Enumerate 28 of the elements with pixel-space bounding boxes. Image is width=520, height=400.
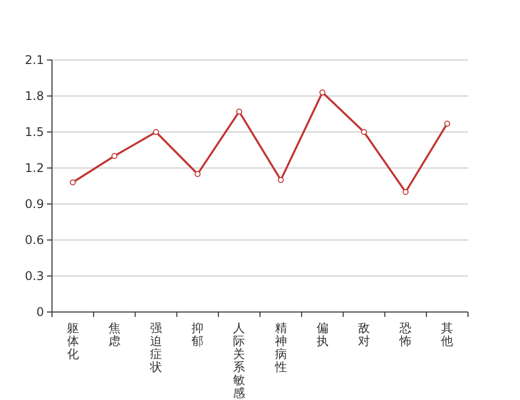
point [194,171,201,177]
point [153,129,159,135]
x-tick-label: 精神病性 [274,321,287,374]
point [278,177,284,183]
point [361,129,367,135]
y-tick-label: 0 [36,305,44,319]
point [402,189,409,195]
point [111,153,118,159]
x-tick-label: 人际关系敏感 [233,321,246,400]
y-tick-label: 1.2 [24,161,44,175]
y-tick-label: 0.6 [24,233,44,247]
point [70,179,76,186]
x-tick-label: 恐怖 [398,321,412,348]
point [319,89,326,96]
y-tick-label: 1.8 [24,89,44,103]
y-tick-label: 2.1 [24,53,44,67]
x-tick-label: 敌对 [358,321,370,348]
x-tick-label: 抑郁 [192,321,204,348]
x-tick-label: 其他 [441,321,454,348]
x-tick-label: 焦虑 [108,321,120,348]
x-tick-label: 强迫症状 [149,321,162,374]
y-tick-label: 0.3 [24,269,44,283]
y-tick-label: 0.9 [24,197,44,211]
point [236,108,242,115]
x-tick-label: 偏执 [316,321,328,348]
x-tick-label: 躯体化 [66,321,79,361]
point [444,120,450,127]
y-tick-label: 1.5 [24,125,44,139]
